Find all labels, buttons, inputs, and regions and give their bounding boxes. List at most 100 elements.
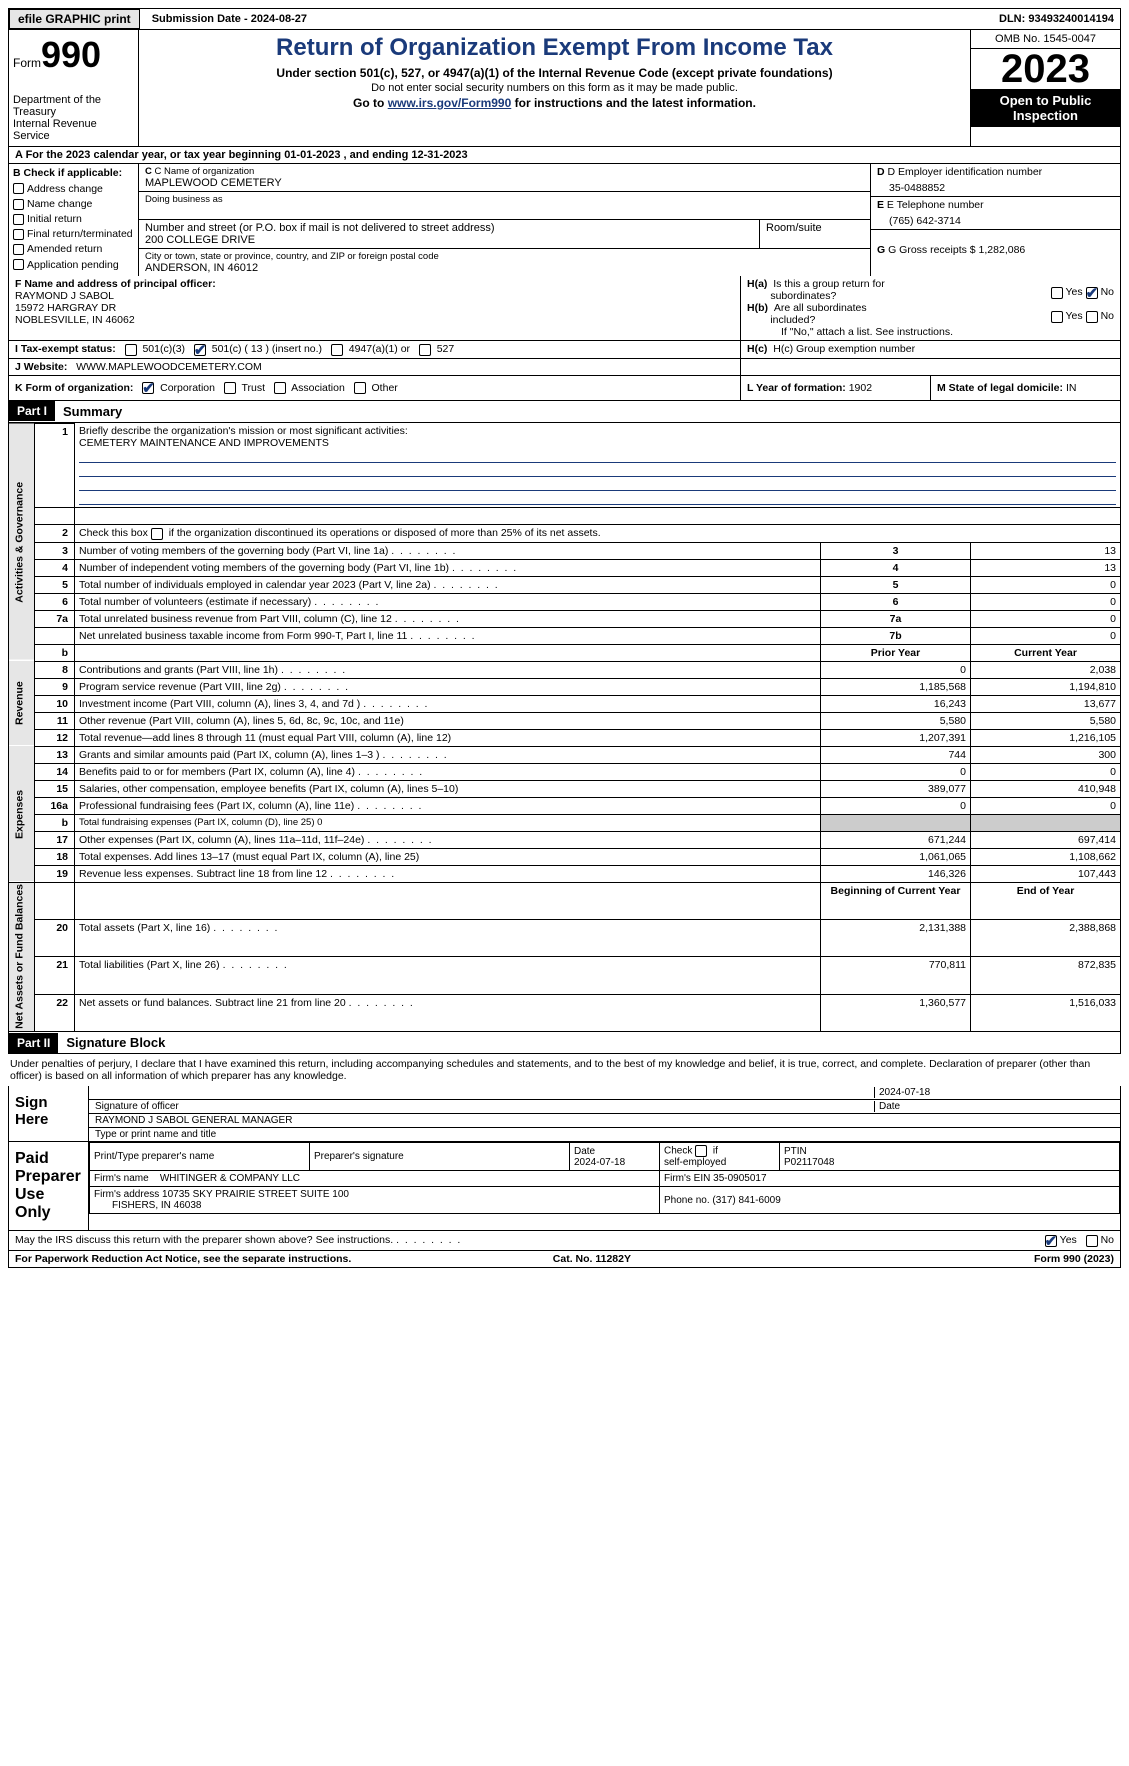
hb-yes[interactable] [1051, 311, 1063, 323]
vlabel-expenses: Expenses [9, 746, 35, 882]
discuss-yes[interactable] [1045, 1235, 1057, 1247]
prep-self-employed: Check if self‑employed [660, 1143, 780, 1171]
header-middle: Return of Organization Exempt From Incom… [139, 30, 970, 146]
top-bar: efile GRAPHIC print Submission Date - 20… [8, 8, 1121, 30]
submission-date: Submission Date - 2024-08-27 [144, 11, 315, 27]
row-a-tax-year: A For the 2023 calendar year, or tax yea… [8, 147, 1121, 164]
sign-here-label: Sign Here [9, 1086, 89, 1141]
discuss-no[interactable] [1086, 1235, 1098, 1247]
hc-label: H(c) H(c) Group exemption number [740, 341, 1120, 357]
ptin-value: P02117048 [784, 1157, 834, 1168]
chk-4947[interactable] [331, 344, 343, 356]
firm-name: WHITINGER & COMPANY LLC [160, 1173, 300, 1184]
dln: DLN: 93493240014194 [999, 13, 1120, 25]
chk-trust[interactable] [224, 382, 236, 394]
form-title: Return of Organization Exempt From Incom… [145, 34, 964, 62]
phone-label: E E Telephone number [877, 199, 1114, 211]
footer-left: For Paperwork Reduction Act Notice, see … [15, 1253, 351, 1265]
prep-sig-hdr: Preparer's signature [310, 1143, 570, 1171]
open-inspection: Open to Public Inspection [971, 89, 1120, 127]
prep-date: 2024-07-18 [574, 1157, 625, 1168]
chk-final-return[interactable] [13, 229, 24, 240]
irs-link[interactable]: www.irs.gov/Form990 [388, 96, 512, 110]
paid-preparer-block: Paid Preparer Use Only Print/Type prepar… [8, 1142, 1121, 1231]
officer-name: RAYMOND J SABOL [15, 290, 734, 302]
chk-application-pending[interactable] [13, 259, 24, 270]
officer-sig-name: RAYMOND J SABOL GENERAL MANAGER [89, 1114, 1120, 1128]
hdr-prior-year: Prior Year [821, 644, 971, 661]
officer-addr2: NOBLESVILLE, IN 46062 [15, 314, 734, 326]
ein-label: D D Employer identification number [877, 166, 1114, 178]
q2-text: Check this box if the organization disco… [79, 527, 601, 539]
paid-preparer-label: Paid Preparer Use Only [9, 1142, 89, 1230]
header-left: Form 990 Department of the Treasury Inte… [9, 30, 139, 146]
discuss-text: May the IRS discuss this return with the… [15, 1234, 460, 1246]
chk-initial-return[interactable] [13, 214, 24, 225]
firm-addr1: 10735 SKY PRAIRIE STREET SUITE 100 [162, 1189, 349, 1200]
row3-val: 13 [971, 542, 1121, 559]
column-f: F Name and address of principal officer:… [9, 276, 740, 340]
chk-amended-return[interactable] [13, 244, 24, 255]
chk-527[interactable] [419, 344, 431, 356]
column-h: H(a) Is this a group return for subordin… [740, 276, 1120, 340]
c-name-label: C C Name of organization [145, 166, 864, 177]
chk-name-change[interactable] [13, 199, 24, 210]
chk-self-employed[interactable] [695, 1145, 707, 1157]
vlabel-governance: Activities & Governance [9, 423, 35, 661]
org-name: MAPLEWOOD CEMETERY [145, 177, 864, 189]
column-d: D D Employer identification number 35-04… [870, 164, 1120, 276]
vlabel-netassets: Net Assets or Fund Balances [9, 882, 35, 1032]
chk-501c3[interactable] [125, 344, 137, 356]
firm-addr2: FISHERS, IN 46038 [94, 1200, 201, 1211]
ein-value: 35-0488852 [877, 178, 1114, 194]
hb-label: H(b) Are all subordinates included? [747, 302, 1004, 326]
prep-name-hdr: Print/Type preparer's name [90, 1143, 310, 1171]
form-number: 990 [41, 34, 101, 76]
dept-treasury: Department of the Treasury Internal Reve… [13, 94, 134, 142]
gross-value: 1,282,086 [979, 244, 1026, 256]
state-domicile: IN [1066, 382, 1077, 394]
form-subtitle-2: Do not enter social security numbers on … [145, 82, 964, 94]
hdr-current-year: Current Year [971, 644, 1121, 661]
row3-text: Number of voting members of the governin… [79, 545, 455, 557]
part1-bar: Part I [9, 401, 55, 421]
perjury-text: Under penalties of perjury, I declare th… [8, 1054, 1121, 1086]
part2-title: Signature Block [58, 1032, 173, 1053]
hb-note: If "No," attach a list. See instructions… [747, 326, 1114, 338]
mission-text: CEMETERY MAINTENANCE AND IMPROVEMENTS [79, 437, 329, 449]
form-subtitle-1: Under section 501(c), 527, or 4947(a)(1)… [145, 66, 964, 80]
discuss-row: May the IRS discuss this return with the… [8, 1231, 1121, 1250]
form-header: Form 990 Department of the Treasury Inte… [8, 30, 1121, 147]
summary-table: Activities & Governance 1 Briefly descri… [8, 423, 1121, 1033]
part2-header: Part II Signature Block [8, 1032, 1121, 1054]
firm-phone: (317) 841-6009 [712, 1195, 780, 1206]
chk-discontinued[interactable] [151, 528, 163, 540]
block-fh: F Name and address of principal officer:… [8, 276, 1121, 341]
ha-no[interactable] [1086, 287, 1098, 299]
website-value: WWW.MAPLEWOODCEMETERY.COM [76, 361, 262, 373]
phone-value: (765) 642-3714 [877, 211, 1114, 227]
city-label: City or town, state or province, country… [145, 251, 864, 262]
column-b: B Check if applicable: Address change Na… [9, 164, 139, 276]
chk-address-change[interactable] [13, 183, 24, 194]
year-formation: 1902 [849, 382, 872, 394]
chk-association[interactable] [274, 382, 286, 394]
vlabel-revenue: Revenue [9, 661, 35, 746]
block-bcd: B Check if applicable: Address change Na… [8, 164, 1121, 276]
ha-yes[interactable] [1051, 287, 1063, 299]
chk-other[interactable] [354, 382, 366, 394]
form-word: Form [13, 56, 41, 70]
chk-corporation[interactable] [142, 382, 154, 394]
footer: For Paperwork Reduction Act Notice, see … [8, 1251, 1121, 1268]
hb-no[interactable] [1086, 311, 1098, 323]
header-right: OMB No. 1545-0047 2023 Open to Public In… [970, 30, 1120, 146]
firm-ein: 35-0905017 [713, 1173, 766, 1184]
q1-label: Briefly describe the organization's miss… [79, 425, 408, 437]
chk-501c[interactable] [194, 344, 206, 356]
column-c: C C Name of organization MAPLEWOOD CEMET… [139, 164, 870, 276]
dba-value [145, 205, 864, 217]
footer-mid: Cat. No. 11282Y [553, 1253, 631, 1265]
part1-header: Part I Summary [8, 401, 1121, 423]
efile-button[interactable]: efile GRAPHIC print [9, 9, 140, 29]
part1-title: Summary [55, 401, 130, 422]
